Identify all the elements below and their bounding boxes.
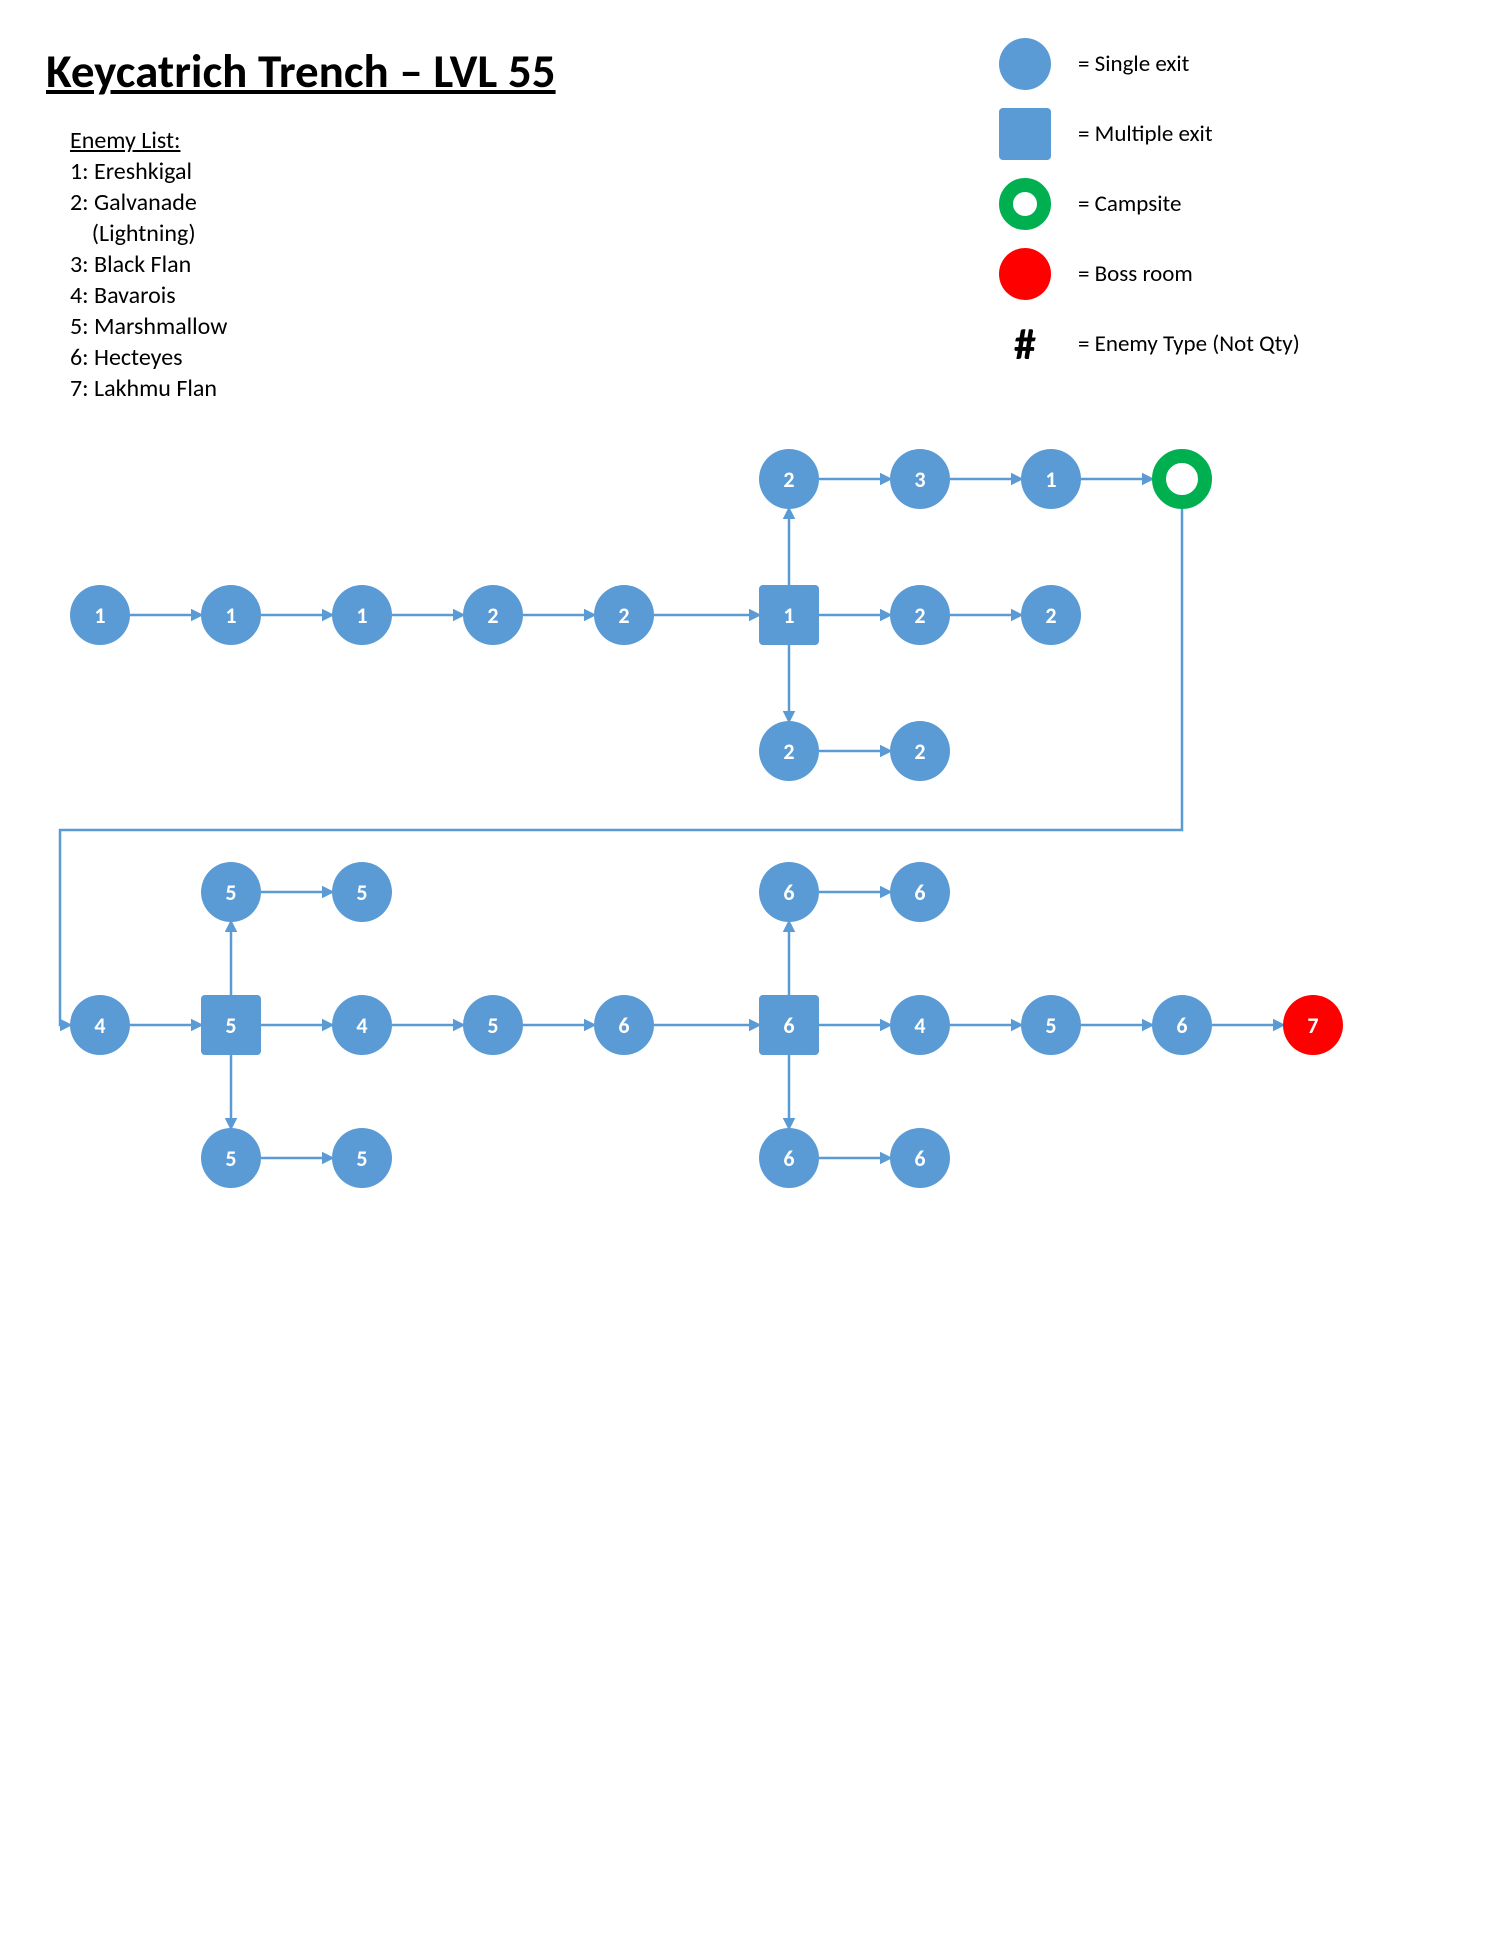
node-label: 5 — [225, 1145, 236, 1172]
legend-row: = Multiple exit — [990, 108, 1300, 160]
node-label: 2 — [487, 602, 498, 629]
node-label: 1 — [225, 602, 236, 629]
single-exit-node: 2 — [594, 585, 654, 645]
single-exit-node: 1 — [70, 585, 130, 645]
legend-label: = Single exit — [1078, 50, 1189, 78]
single-exit-node: 2 — [1021, 585, 1081, 645]
node-label: 4 — [914, 1012, 925, 1039]
page-title: Keycatrich Trench – LVL 55 — [46, 42, 556, 100]
node-label: 1 — [1045, 466, 1056, 493]
node-label: 2 — [618, 602, 629, 629]
node-label: 5 — [356, 879, 367, 906]
single-exit-node: 6 — [890, 862, 950, 922]
single-exit-node: 1 — [1021, 449, 1081, 509]
legend-row: # = Enemy Type (Not Qty) — [990, 318, 1300, 370]
node-label: 5 — [225, 879, 236, 906]
single-exit-node: 6 — [759, 862, 819, 922]
node-label: 2 — [1045, 602, 1056, 629]
node-label: 2 — [914, 738, 925, 765]
node-label: 4 — [94, 1012, 105, 1039]
multi-exit-node: 1 — [759, 585, 819, 645]
legend-circle-icon — [999, 38, 1051, 90]
boss-node: 7 — [1283, 995, 1343, 1055]
single-exit-node: 5 — [332, 862, 392, 922]
single-exit-node: 2 — [890, 585, 950, 645]
legend-hash-icon: # — [1014, 318, 1036, 370]
multi-exit-node: 5 — [201, 995, 261, 1055]
node-label: 1 — [356, 602, 367, 629]
node-label: 3 — [914, 466, 925, 493]
legend-row: = Boss room — [990, 248, 1300, 300]
node-label: 4 — [356, 1012, 367, 1039]
single-exit-node: 1 — [201, 585, 261, 645]
node-label: 5 — [1045, 1012, 1056, 1039]
legend-label: = Enemy Type (Not Qty) — [1078, 330, 1300, 358]
single-exit-node: 4 — [890, 995, 950, 1055]
legend-row: = Campsite — [990, 178, 1300, 230]
single-exit-node: 6 — [1152, 995, 1212, 1055]
single-exit-node: 6 — [594, 995, 654, 1055]
node-label: 1 — [94, 602, 105, 629]
enemy-list-item: 5: Marshmallow — [70, 311, 227, 342]
single-exit-node: 4 — [332, 995, 392, 1055]
single-exit-node: 5 — [201, 1128, 261, 1188]
single-exit-node: 4 — [70, 995, 130, 1055]
node-label: 5 — [356, 1145, 367, 1172]
node-label: 2 — [783, 738, 794, 765]
legend-square-icon — [999, 108, 1051, 160]
node-label: 2 — [914, 602, 925, 629]
enemy-list-item: 4: Bavarois — [70, 280, 227, 311]
single-exit-node: 5 — [1021, 995, 1081, 1055]
legend-label: = Boss room — [1078, 260, 1193, 288]
node-label: 6 — [914, 879, 925, 906]
enemy-list-item: 6: Hecteyes — [70, 342, 227, 373]
enemy-list-item: 3: Black Flan — [70, 249, 227, 280]
single-exit-node: 2 — [890, 721, 950, 781]
node-label: 2 — [783, 466, 794, 493]
multi-exit-node: 6 — [759, 995, 819, 1055]
single-exit-node: 6 — [759, 1128, 819, 1188]
legend: = Single exit = Multiple exit = Campsite = … — [990, 38, 1300, 388]
node-label: 6 — [783, 879, 794, 906]
node-label: 6 — [914, 1145, 925, 1172]
single-exit-node: 6 — [890, 1128, 950, 1188]
node-label: 7 — [1307, 1012, 1318, 1039]
single-exit-node: 5 — [332, 1128, 392, 1188]
legend-label: = Campsite — [1078, 190, 1181, 218]
single-exit-node: 5 — [463, 995, 523, 1055]
single-exit-node: 2 — [759, 721, 819, 781]
node-label: 6 — [618, 1012, 629, 1039]
node-label: 6 — [1176, 1012, 1187, 1039]
enemy-list-heading: Enemy List: — [70, 125, 227, 156]
single-exit-node: 1 — [332, 585, 392, 645]
campsite-node — [1152, 449, 1212, 509]
node-label: 6 — [783, 1145, 794, 1172]
enemy-list-items: 1: Ereshkigal2: Galvanade (Lightning)3: … — [70, 156, 227, 404]
node-label: 6 — [783, 1012, 794, 1039]
legend-row: = Single exit — [990, 38, 1300, 90]
enemy-list-item: 2: Galvanade — [70, 187, 227, 218]
single-exit-node: 2 — [463, 585, 523, 645]
node-label: 5 — [225, 1012, 236, 1039]
node-label: 1 — [783, 602, 794, 629]
single-exit-node: 5 — [201, 862, 261, 922]
legend-circle-icon — [999, 248, 1051, 300]
enemy-list: Enemy List: 1: Ereshkigal2: Galvanade (L… — [70, 125, 227, 404]
single-exit-node: 3 — [890, 449, 950, 509]
legend-ring-icon — [999, 178, 1051, 230]
enemy-list-item: (Lightning) — [70, 218, 227, 249]
legend-label: = Multiple exit — [1078, 120, 1213, 148]
single-exit-node: 2 — [759, 449, 819, 509]
enemy-list-item: 7: Lakhmu Flan — [70, 373, 227, 404]
enemy-list-item: 1: Ereshkigal — [70, 156, 227, 187]
node-label: 5 — [487, 1012, 498, 1039]
